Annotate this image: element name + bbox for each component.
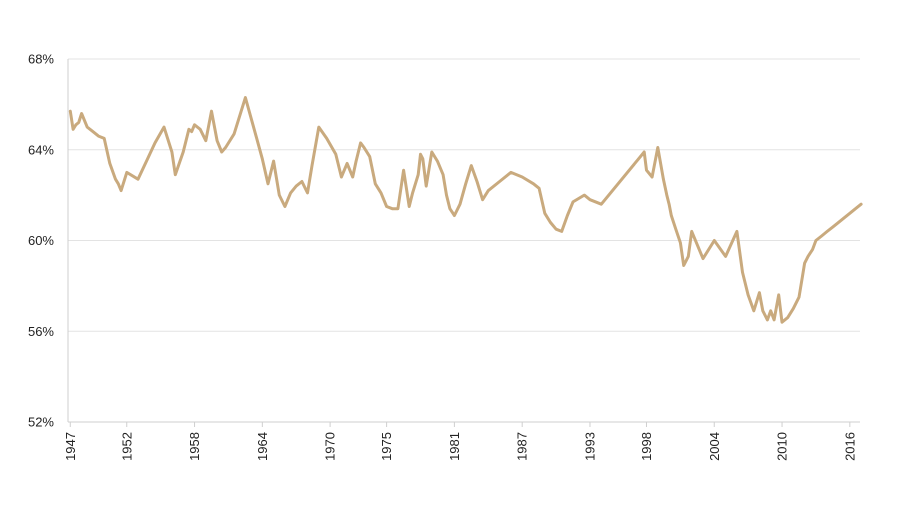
x-tick-label: 1947 [63, 432, 78, 461]
y-tick-label: 52% [28, 415, 54, 430]
series-line-0 [68, 96, 863, 324]
x-tick-label: 1981 [447, 432, 462, 461]
x-tick-label: 1987 [515, 432, 530, 461]
x-tick-label: 2016 [842, 432, 857, 461]
gridlines [68, 58, 860, 332]
y-tick-label: 60% [28, 233, 54, 248]
x-tick-label: 1958 [187, 432, 202, 461]
x-tick-label: 1970 [323, 432, 338, 461]
x-tick-label: 1975 [379, 432, 394, 461]
axes [67, 59, 860, 427]
y-tick-label: 64% [28, 142, 54, 157]
x-tick-label: 1993 [582, 432, 597, 461]
x-tick-label: 1998 [639, 432, 654, 461]
x-tick-label: 1952 [119, 432, 134, 461]
x-axis-tick-labels: 1947 1952 1958 1964 1970 1975 1981 1987 1993 1998… [63, 432, 858, 461]
y-tick-label: 68% [28, 52, 54, 67]
y-axis-tick-labels: 52% 56% 60% 64% 68% [28, 52, 54, 430]
x-tick-label: 2010 [775, 432, 790, 461]
series-layer [68, 96, 863, 324]
x-tick-label: 1964 [255, 432, 270, 461]
x-tick-label: 2004 [707, 432, 722, 461]
y-tick-label: 56% [28, 324, 54, 339]
